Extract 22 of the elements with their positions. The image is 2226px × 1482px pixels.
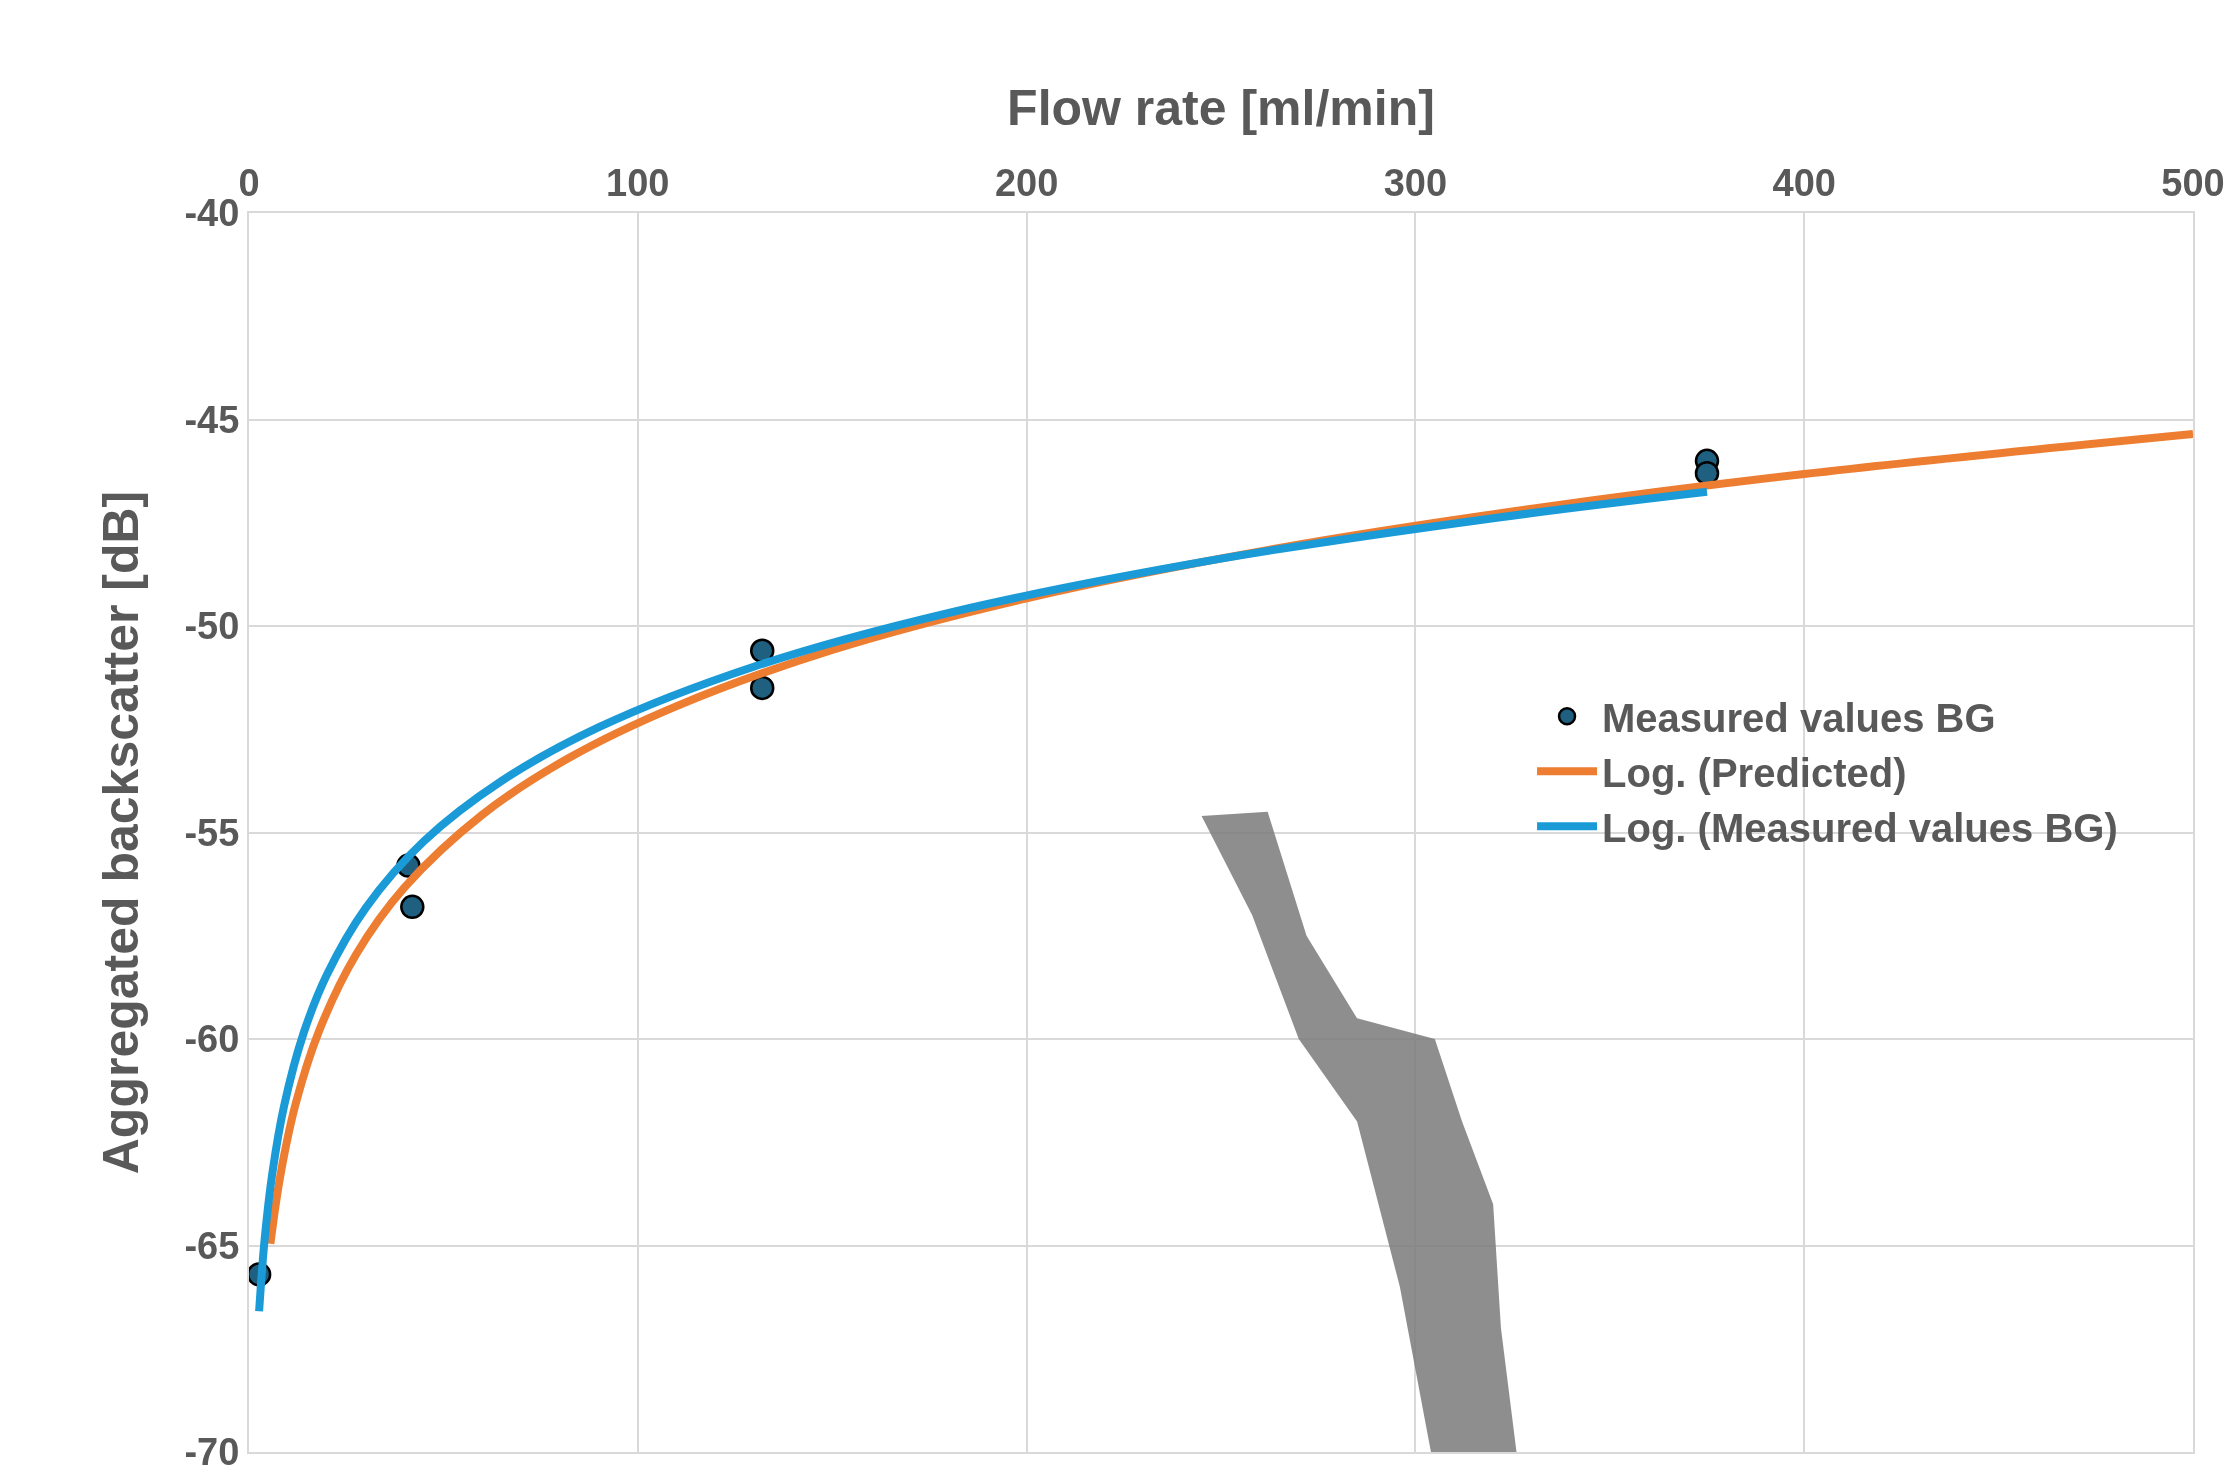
x-tick-label: 0 [238, 161, 260, 204]
y-tick-label: -45 [184, 398, 240, 441]
point [1694, 460, 1720, 486]
point [749, 675, 775, 701]
y-tick-label: -60 [184, 1018, 240, 1061]
x-tick-label: 200 [994, 161, 1059, 204]
x-tick-label: 300 [1383, 161, 1448, 204]
legend-label: Log. (Measured values BG) [1602, 805, 2118, 850]
point [749, 638, 775, 664]
legend-label: Measured values BG [1602, 695, 1996, 740]
legend-label: Log. (Predicted) [1602, 750, 1907, 795]
x-axis-title: Flow rate [ml/min] [1007, 80, 1435, 137]
x-tick-label: 100 [606, 161, 670, 204]
y-tick-label: -40 [184, 192, 240, 235]
y-axis-title: Aggregated backscatter [dB] [92, 490, 149, 1175]
y-tick-label: -50 [184, 605, 240, 648]
y-tick-label: -55 [184, 811, 240, 854]
point [400, 894, 425, 920]
x-tick-label: 500 [2161, 161, 2225, 204]
y-tick-label: -70 [184, 1431, 240, 1474]
y-tick-label: -65 [184, 1224, 240, 1267]
x-tick-label: 400 [1772, 161, 1836, 204]
